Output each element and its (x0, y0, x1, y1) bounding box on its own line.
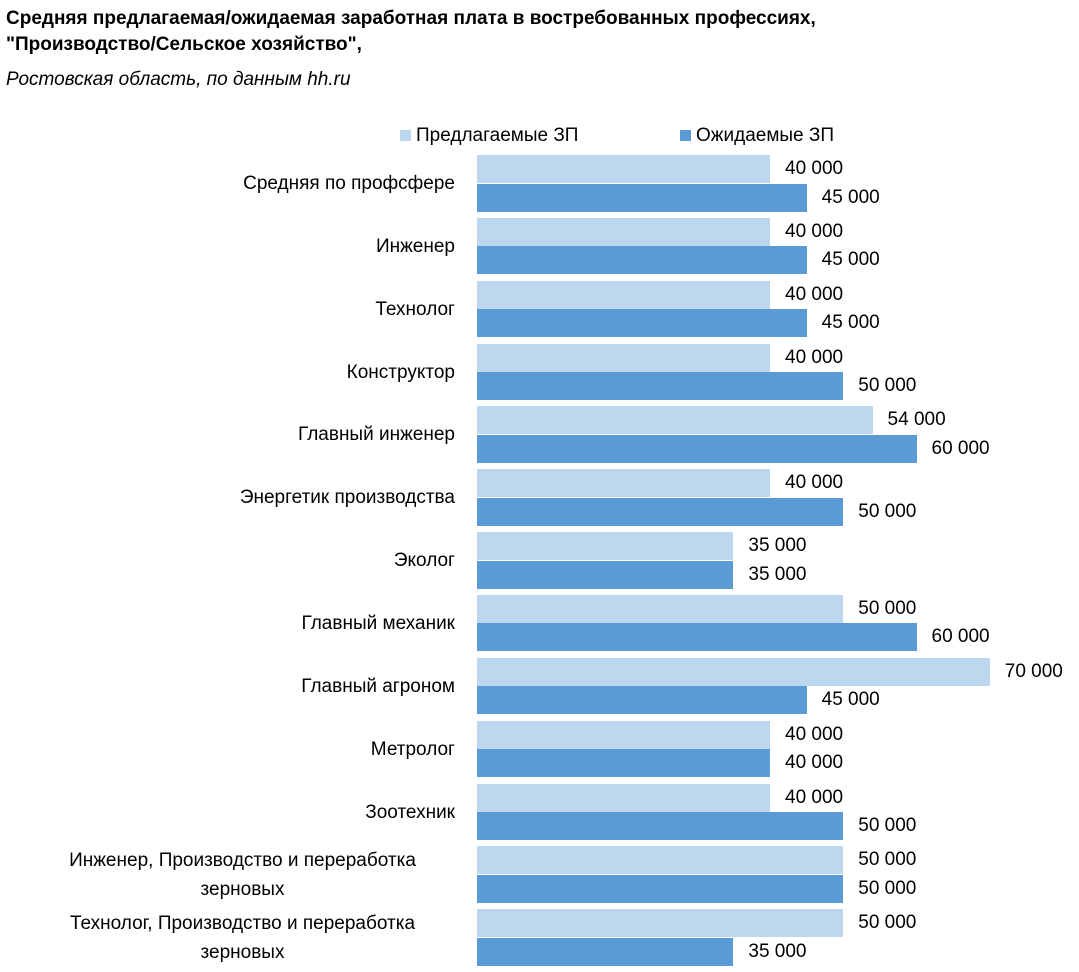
category-text: Главный инженер (297, 424, 455, 446)
value-label: 40 000 (785, 472, 844, 494)
value-label: 60 000 (931, 437, 990, 459)
value-label: 50 000 (858, 849, 917, 871)
category-text: Инженер, Производство и переработка зерн… (69, 849, 416, 900)
bar (477, 846, 844, 875)
value-label: 40 000 (785, 786, 844, 808)
value-label: 35 000 (748, 940, 807, 962)
bar (477, 623, 917, 652)
category-label: Эколог (25, 546, 455, 575)
bar (477, 372, 844, 401)
category-label: Главный инженер (25, 420, 455, 449)
category-label: Конструктор (25, 358, 455, 387)
category-text: Главный агроном (301, 675, 455, 697)
bar (477, 434, 917, 463)
bar (477, 343, 770, 372)
category-label: Энергетик производства (25, 483, 455, 512)
category-label: Средняя по профсфере (25, 169, 455, 198)
bar (477, 720, 770, 749)
bar (477, 749, 770, 778)
value-label: 35 000 (748, 563, 807, 585)
category-text: Энергетик производства (239, 487, 455, 509)
bar (477, 812, 844, 840)
bar (477, 469, 770, 498)
category-text: Технолог (375, 298, 455, 320)
bar (477, 686, 807, 715)
legend-swatch (680, 130, 691, 141)
bar (477, 937, 734, 966)
category-text: Зоотехник (365, 801, 455, 823)
legend-label: Ожидаемые ЗП (696, 125, 835, 146)
category-text: Средняя по профсфере (243, 173, 455, 194)
value-label: 40 000 (785, 346, 844, 368)
category-label: Инженер (25, 232, 455, 261)
value-label: 40 000 (785, 158, 844, 179)
bar (477, 594, 844, 623)
bar (477, 909, 844, 938)
category-label: Технолог (25, 295, 455, 324)
category-text: Инженер (375, 235, 455, 257)
bar (477, 406, 873, 435)
category-label: Инженер, Производство и переработка зерн… (25, 846, 455, 904)
value-label: 60 000 (931, 626, 990, 648)
chart-title: Средняя предлагаемая/ожидаемая заработна… (6, 8, 816, 55)
category-text: Технолог, Производство и переработка зер… (69, 912, 416, 963)
category-text: Главный механик (301, 612, 456, 634)
bar (477, 657, 990, 686)
category-text: Эколог (393, 550, 455, 572)
value-label: 45 000 (821, 312, 880, 334)
value-label: 54 000 (887, 409, 946, 431)
category-label: Главный механик (25, 609, 456, 638)
legend-label: Предлагаемые ЗП (416, 125, 579, 146)
bar (477, 183, 807, 212)
value-label: 50 000 (858, 500, 917, 522)
legend-swatch (400, 130, 411, 141)
bar (477, 246, 807, 275)
value-label: 45 000 (821, 186, 880, 208)
category-text: Конструктор (346, 361, 455, 383)
value-label: 70 000 (1004, 660, 1063, 682)
value-label: 40 000 (785, 220, 844, 242)
bar (477, 532, 734, 561)
bar (477, 309, 807, 338)
category-text: Метролог (370, 738, 455, 760)
bar (477, 783, 770, 812)
value-label: 50 000 (858, 815, 917, 836)
bar (477, 155, 770, 183)
bar (477, 874, 844, 903)
chart-subtitle: Ростовская область, по данным hh.ru (6, 69, 351, 90)
value-label: 50 000 (858, 877, 917, 899)
bar (477, 280, 770, 309)
category-label: Технолог, Производство и переработка зер… (25, 909, 455, 967)
value-label: 45 000 (821, 249, 880, 271)
value-label: 50 000 (858, 597, 917, 619)
value-label: 50 000 (858, 912, 917, 934)
value-label: 40 000 (785, 752, 844, 774)
bar (477, 560, 734, 589)
value-label: 45 000 (821, 689, 880, 711)
bar (477, 497, 844, 526)
value-label: 35 000 (748, 535, 807, 557)
value-label: 50 000 (858, 375, 917, 397)
category-label: Главный агроном (25, 672, 455, 701)
category-label: Зоотехник (25, 798, 455, 827)
value-label: 40 000 (785, 723, 844, 745)
bar (477, 217, 770, 246)
category-label: Метролог (25, 735, 455, 764)
value-label: 40 000 (785, 283, 844, 305)
